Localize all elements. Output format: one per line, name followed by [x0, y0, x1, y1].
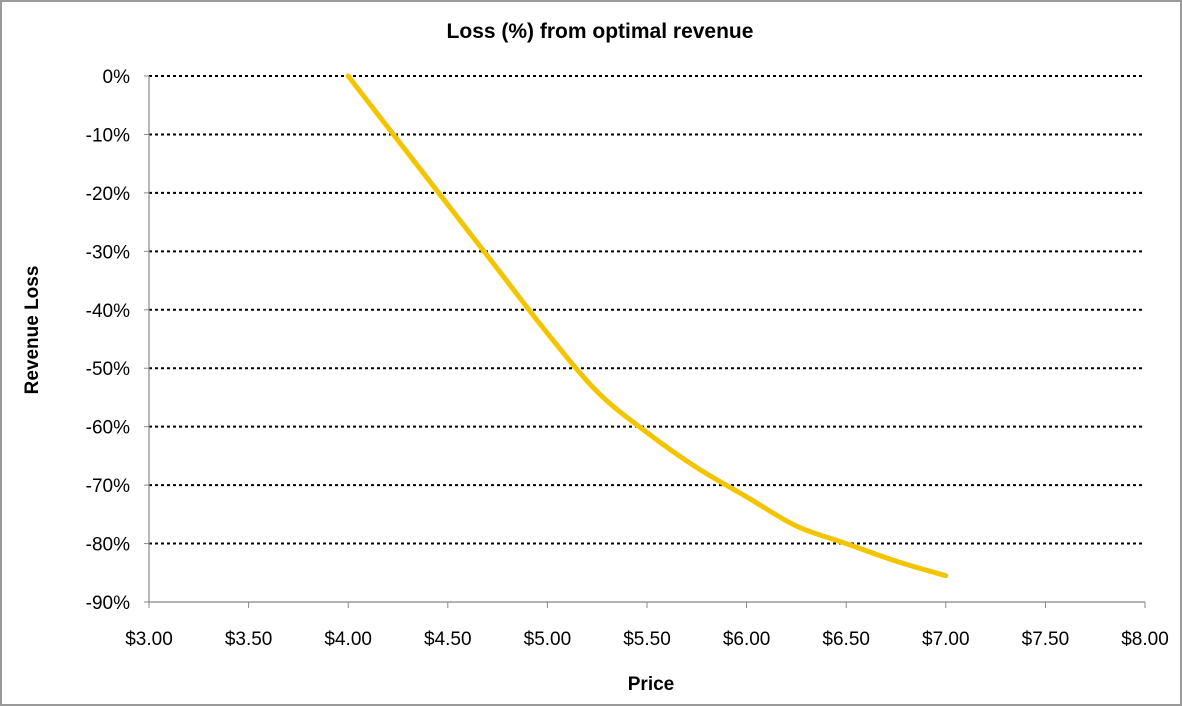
data-point: [596, 390, 598, 393]
data-point: [646, 431, 648, 434]
chart-title: Loss (%) from optimal revenue: [447, 20, 754, 43]
x-tick-label: $6.00: [723, 629, 771, 650]
x-tick-label: $4.00: [324, 629, 372, 650]
grid-lines: [149, 75, 1145, 545]
y-tick-label: -90%: [86, 593, 130, 614]
axes: [144, 75, 1146, 608]
y-tick-label: -40%: [86, 301, 130, 322]
y-tick-label: -80%: [86, 535, 130, 556]
y-tick-label: -20%: [86, 184, 130, 205]
y-tick-label: -10%: [86, 125, 130, 146]
data-point: [397, 139, 399, 142]
y-tick-label: -50%: [86, 359, 130, 380]
x-tick-label: $7.50: [1022, 629, 1070, 650]
x-tick-labels: $3.00 $3.50 $4.00 $4.50 $5.00 $5.50 $6.00 $6.50…: [125, 629, 1169, 650]
y-axis-title: Revenue Loss: [22, 266, 43, 395]
series-line-0: [345, 73, 949, 579]
y-tick-labels: 0% -10% -20% -30% -40% -50% -60% -70% -80% -90%: [86, 67, 130, 614]
x-tick-label: $3.50: [225, 629, 273, 650]
series-layer: [345, 73, 949, 579]
y-tick-label: -60%: [86, 418, 130, 439]
data-point: [895, 560, 897, 562]
data-point: [347, 75, 350, 77]
x-tick-label: $7.00: [922, 629, 970, 650]
y-tick-label: -70%: [86, 476, 130, 497]
data-point: [546, 332, 549, 334]
x-tick-label: $5.50: [623, 629, 671, 650]
data-point: [496, 268, 499, 270]
data-point: [447, 203, 449, 206]
data-point: [795, 525, 798, 527]
y-tick-label: -30%: [86, 242, 130, 263]
x-tick-label: $6.50: [822, 629, 870, 650]
data-point: [845, 542, 847, 545]
x-tick-label: $4.50: [424, 629, 472, 650]
data-point: [945, 574, 947, 577]
data-point: [696, 466, 698, 469]
data-point: [745, 496, 748, 498]
y-tick-label: 0%: [103, 67, 131, 88]
x-tick-label: $8.00: [1121, 629, 1169, 650]
x-axis-title: Price: [628, 674, 674, 695]
x-tick-label: $5.00: [524, 629, 572, 650]
x-tick-label: $3.00: [125, 629, 173, 650]
